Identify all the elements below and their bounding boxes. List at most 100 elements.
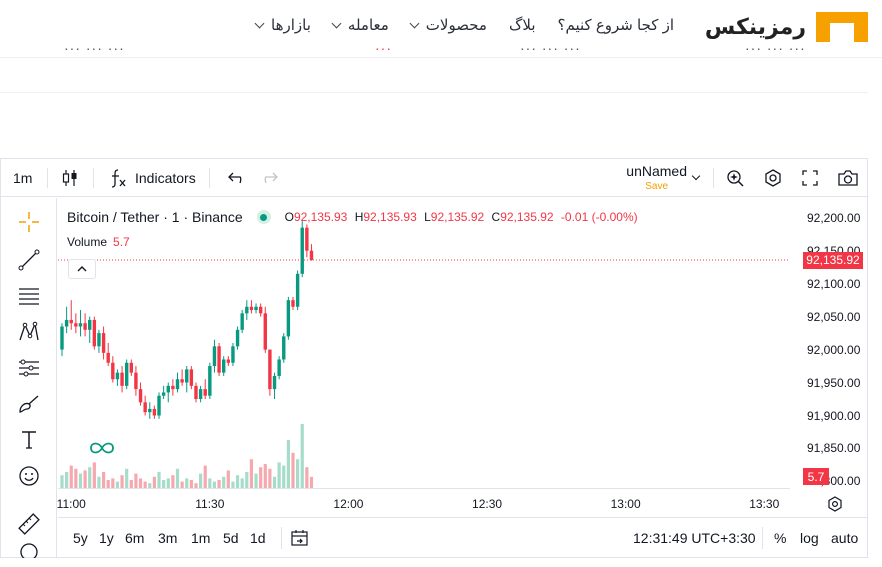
redo-button[interactable] xyxy=(263,159,281,197)
time-axis-label: 13:30 xyxy=(749,497,780,511)
ohlc-values: O92,135.93 H92,135.93 L92,135.92 C92,135… xyxy=(285,210,642,224)
candle-body xyxy=(286,300,291,337)
volume-bar xyxy=(226,470,230,488)
settings-button[interactable] xyxy=(763,159,783,197)
layout-name-button[interactable]: unNamed Save xyxy=(626,163,687,192)
range-1d[interactable]: 1d xyxy=(250,530,266,546)
low-value: 92,135.92 xyxy=(430,210,485,224)
volume-bar xyxy=(203,465,207,488)
ticker-clipped-text: ··· ··· ··· xyxy=(745,46,806,56)
hexagon-gear-icon xyxy=(765,169,781,187)
volume-legend: Volume 5.7 xyxy=(67,235,130,249)
price-axis-label: 91,850.00 xyxy=(807,441,861,456)
chart-type-button[interactable] xyxy=(61,159,79,197)
text-icon xyxy=(22,431,36,449)
indicators-label: Indicators xyxy=(135,170,196,186)
search-sparkle-icon xyxy=(727,170,744,187)
time-axis[interactable]: 11:00 11:30 12:00 12:30 13:00 13:30 xyxy=(57,488,790,516)
volume-bar xyxy=(185,478,189,488)
volume-bar xyxy=(254,473,258,488)
volume-bar xyxy=(272,476,277,488)
indicators-button[interactable]: Indicators xyxy=(109,159,196,197)
close-value: 92,135.92 xyxy=(500,210,554,224)
goto-date-button[interactable] xyxy=(290,528,310,553)
trend-line-tool[interactable] xyxy=(15,246,43,274)
volume-bar xyxy=(222,476,226,488)
time-axis-label: 13:00 xyxy=(610,497,641,511)
price-axis-label: 92,050.00 xyxy=(807,309,861,324)
zoom-tool[interactable] xyxy=(15,542,43,558)
symbol-legend: Bitcoin / Tether · 1 · Binance O92,135.9… xyxy=(67,209,642,225)
candle-body xyxy=(180,379,184,383)
snapshot-button[interactable] xyxy=(837,159,859,197)
volume-bar xyxy=(245,472,249,488)
range-3m[interactable]: 3m xyxy=(158,530,178,546)
volume-bar xyxy=(259,467,263,488)
fib-tool[interactable] xyxy=(15,282,43,310)
candle-body xyxy=(272,375,277,390)
infinity-logo-icon xyxy=(90,442,114,454)
collapse-legend-button[interactable] xyxy=(68,259,96,279)
emoji-tool[interactable] xyxy=(15,462,43,490)
prediction-tool[interactable] xyxy=(15,354,43,382)
candlestick-chart xyxy=(58,221,790,488)
volume-bar xyxy=(69,465,73,488)
symbol-title[interactable]: Bitcoin / Tether · 1 · Binance xyxy=(67,209,243,225)
candle-body xyxy=(268,349,272,390)
candle-body xyxy=(69,319,73,324)
brand-logo[interactable]: رمزینکس xyxy=(705,12,868,42)
range-6m[interactable]: 6m xyxy=(125,530,145,546)
menu-item-trade[interactable]: معامله xyxy=(331,16,389,34)
layout-menu-button[interactable] xyxy=(691,159,701,197)
chart-bottom-bar: 5y 1y 6m 3m 1m 5d 1d 12:31:49 UTC+3:30 %… xyxy=(58,517,868,557)
range-1m[interactable]: 1m xyxy=(191,530,211,546)
time-axis-label: 12:00 xyxy=(333,497,364,511)
undo-button[interactable] xyxy=(225,159,243,197)
crosshair-tool[interactable] xyxy=(15,208,43,236)
candle-body xyxy=(129,362,133,373)
menu-label: بازارها xyxy=(271,17,311,34)
volume-bar xyxy=(208,478,212,488)
toolbar-divider xyxy=(762,527,763,549)
axis-settings-button[interactable] xyxy=(827,496,843,517)
toolbar-divider xyxy=(47,168,48,188)
range-1y[interactable]: 1y xyxy=(99,530,114,546)
high-value: 92,135.93 xyxy=(363,210,417,224)
layout-name: unNamed xyxy=(626,163,687,179)
log-scale-toggle[interactable]: log xyxy=(800,530,819,546)
percent-scale-toggle[interactable]: % xyxy=(774,530,787,546)
chart-plot-area[interactable] xyxy=(58,198,790,488)
auto-scale-toggle[interactable]: auto xyxy=(831,530,859,546)
candle-body xyxy=(222,359,226,373)
volume-bar xyxy=(282,465,286,488)
chevron-down-icon xyxy=(409,18,420,28)
toolbar-divider xyxy=(209,168,210,188)
timezone-clock[interactable]: 12:31:49 UTC+3:30 xyxy=(633,530,756,546)
price-axis[interactable]: 92,200.00 92,150.00 92,100.00 92,050.00 92,0… xyxy=(791,198,867,488)
time-axis-label: 12:30 xyxy=(472,497,503,511)
volume-bar xyxy=(199,473,203,488)
menu-item-getting-started[interactable]: از کجا شروع کنیم؟ xyxy=(558,16,674,34)
candle-body xyxy=(134,372,138,390)
menu-item-markets[interactable]: بازارها xyxy=(254,16,311,34)
brush-tool[interactable] xyxy=(15,390,43,418)
menu-item-blog[interactable]: بلاگ xyxy=(509,16,536,34)
text-tool[interactable] xyxy=(15,426,43,454)
range-5y[interactable]: 5y xyxy=(73,530,88,546)
candle-body xyxy=(92,319,97,347)
pattern-tool[interactable] xyxy=(15,318,43,346)
price-axis-label: 92,000.00 xyxy=(807,342,861,357)
menu-item-products[interactable]: محصولات xyxy=(409,16,487,34)
volume-bar xyxy=(194,483,198,488)
candle-body xyxy=(212,346,217,367)
fullscreen-button[interactable] xyxy=(801,159,819,197)
range-5d[interactable]: 5d xyxy=(223,530,239,546)
quick-search-button[interactable] xyxy=(725,159,745,197)
interval-button[interactable]: 1m xyxy=(13,170,33,186)
volume-bar xyxy=(263,464,267,488)
volume-bar xyxy=(129,480,133,488)
change-value: -0.01 (-0.00%) xyxy=(560,210,638,224)
chart-widget: 1m Indicators xyxy=(0,158,868,558)
volume-bar xyxy=(78,473,83,488)
ruler-tool[interactable] xyxy=(15,510,43,538)
